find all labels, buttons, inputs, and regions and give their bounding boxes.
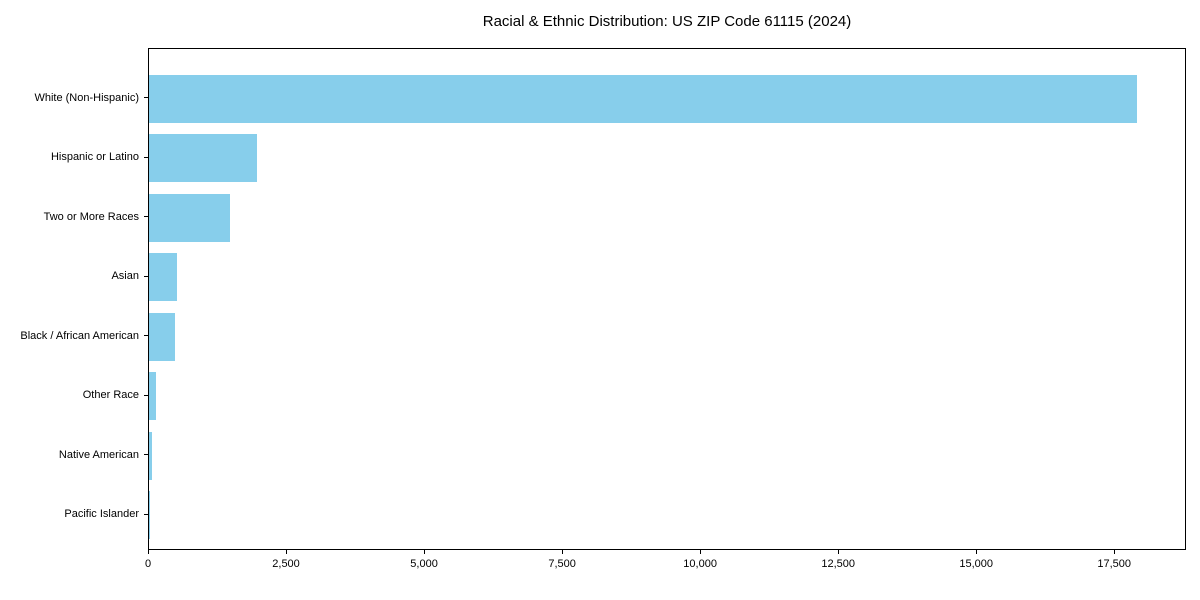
bar-two-or-more-races (149, 193, 230, 242)
x-tick-label: 12,500 (821, 558, 855, 570)
bar-native-american (149, 431, 152, 480)
bar-hispanic-or-latino (149, 134, 257, 182)
x-tick-label: 7,500 (548, 558, 576, 570)
y-tick-mark (144, 454, 148, 455)
x-tick-mark (975, 550, 977, 554)
y-tick-mark (144, 394, 148, 396)
y-tick-mark (144, 335, 148, 336)
x-tick-label: 10,000 (683, 558, 717, 570)
bar-asian (149, 253, 177, 301)
y-tick-label: Other Race (82, 389, 139, 401)
y-tick-label: Pacific Islander (64, 508, 139, 520)
y-tick-label: Native American (58, 448, 139, 461)
y-tick-mark (144, 513, 148, 515)
plot-area (148, 48, 1186, 550)
bar-black-african-american (149, 312, 176, 361)
x-tick-mark (423, 550, 425, 554)
chart-title: Racial & Ethnic Distribution: US ZIP Cod… (482, 13, 852, 30)
x-tick-label: 15,000 (959, 558, 994, 570)
bar-pacific-islander (149, 491, 150, 539)
x-tick-label: 17,500 (1097, 558, 1132, 570)
x-tick-label: 5,000 (410, 558, 438, 570)
y-tick-mark (144, 275, 148, 277)
y-tick-mark (144, 156, 148, 158)
y-tick-mark (144, 216, 148, 217)
y-tick-label: Asian (111, 270, 139, 282)
y-tick-label: Hispanic or Latino (50, 151, 139, 163)
x-tick-mark (1113, 550, 1115, 554)
x-tick-label: 2,500 (272, 558, 300, 570)
y-tick-label: White (Non-Hispanic) (34, 91, 139, 104)
x-tick-mark (699, 550, 701, 554)
x-tick-label: 0 (144, 558, 152, 570)
x-tick-mark (147, 550, 149, 554)
x-tick-mark (285, 550, 287, 554)
x-tick-mark (561, 550, 563, 554)
bar-white-non-hispanic (149, 74, 1138, 123)
y-tick-label: Black / African American (20, 329, 139, 342)
y-tick-mark (144, 97, 148, 98)
x-tick-mark (837, 550, 839, 554)
y-tick-label: Two or More Races (43, 210, 139, 223)
bar-other-race (149, 372, 156, 420)
